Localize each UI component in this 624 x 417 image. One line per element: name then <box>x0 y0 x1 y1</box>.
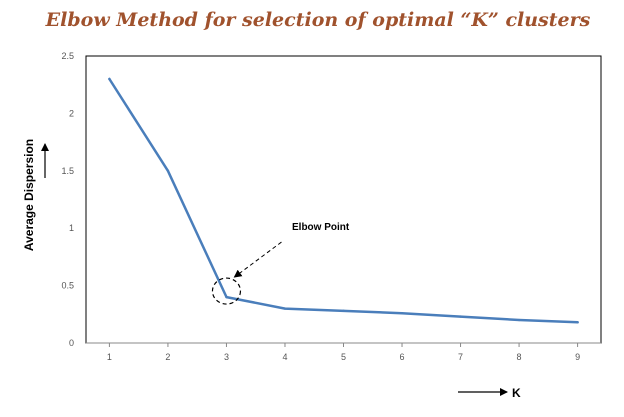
x-axis-label: K <box>512 386 521 400</box>
x-tick-label: 4 <box>282 352 287 362</box>
x-tick-label: 8 <box>517 352 522 362</box>
y-tick-label: 2 <box>69 108 74 118</box>
data-point-k9 <box>576 321 579 324</box>
data-point-k2 <box>166 169 170 172</box>
data-point-k3 <box>225 295 228 299</box>
x-tick-label: 3 <box>224 352 229 362</box>
x-tick-label: 9 <box>575 352 580 362</box>
x-axis-ticks: 1 2 3 4 5 6 7 8 9 <box>107 343 580 362</box>
y-axis-label: Average Dispersion <box>22 139 36 251</box>
x-tick-label: 6 <box>400 352 405 362</box>
elbow-point-arrow <box>233 241 282 278</box>
elbow-point-label: Elbow Point <box>292 222 350 233</box>
plot-area-frame <box>85 55 602 344</box>
elbow-point-circle <box>211 277 242 305</box>
y-axis-ticks: 0 0.5 1 1.5 2 2.5 <box>61 51 74 348</box>
data-points <box>108 77 579 324</box>
y-tick-label: 1 <box>69 223 74 233</box>
x-tick-label: 2 <box>165 352 170 362</box>
data-point-k1 <box>108 77 111 81</box>
x-tick-label: 7 <box>458 352 463 362</box>
y-tick-label: 0.5 <box>61 281 74 291</box>
chart-title: Elbow Method for selection of optimal “K… <box>45 9 591 31</box>
y-tick-label: 2.5 <box>61 51 74 61</box>
y-tick-label: 0 <box>69 338 74 348</box>
x-tick-label: 5 <box>341 352 346 362</box>
data-point-k8 <box>517 318 521 322</box>
x-tick-label: 1 <box>107 352 112 362</box>
data-point-k5 <box>342 309 345 313</box>
series-line-average-dispersion <box>108 77 579 324</box>
data-point-k6 <box>400 311 404 315</box>
data-point-k7 <box>459 315 462 318</box>
y-tick-label: 1.5 <box>61 166 74 176</box>
data-point-k4 <box>283 307 287 310</box>
